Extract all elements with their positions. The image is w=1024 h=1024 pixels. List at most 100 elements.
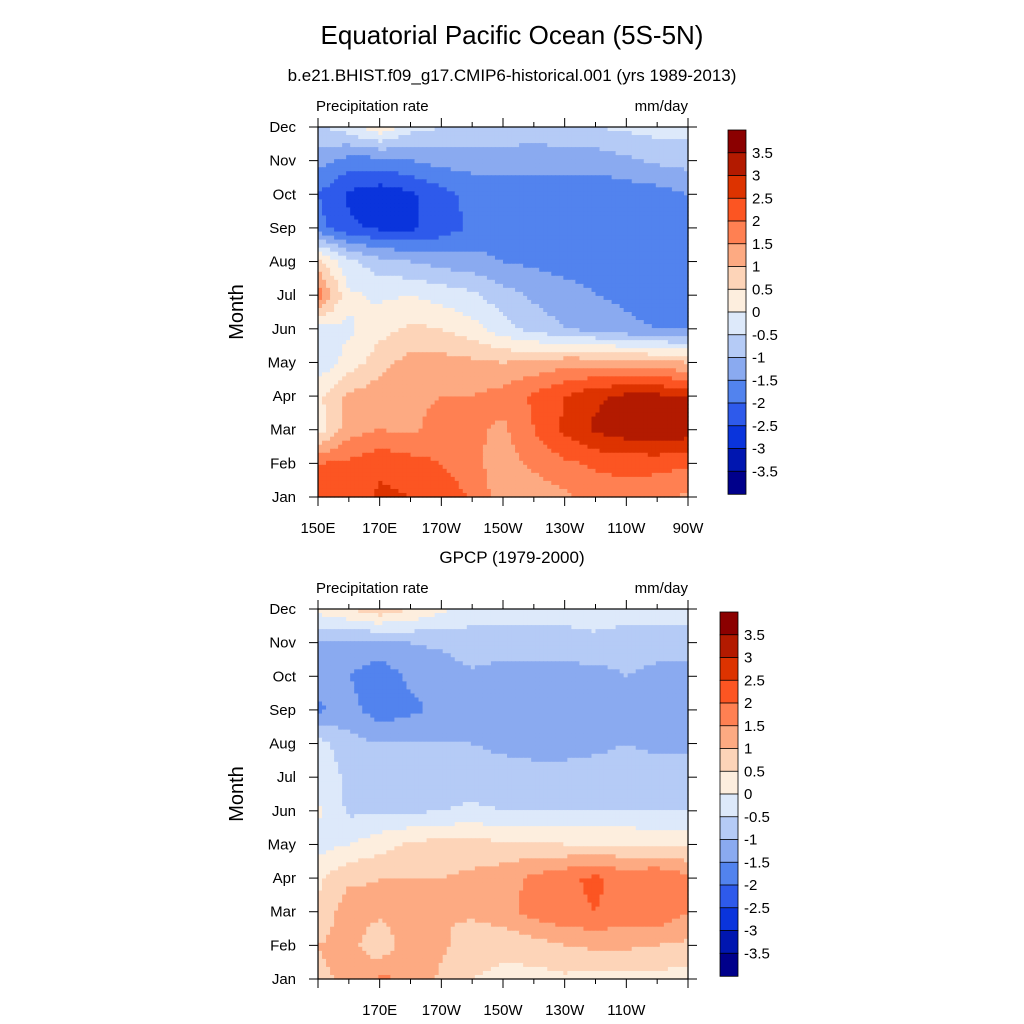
contour-cell xyxy=(503,199,508,205)
contour-cell xyxy=(643,291,649,297)
contour-cell xyxy=(426,167,432,172)
contour-cell xyxy=(366,127,371,132)
contour-cell xyxy=(563,279,568,285)
contour-cell xyxy=(571,263,576,269)
contour-cell xyxy=(631,199,637,205)
contour-cell xyxy=(402,219,408,225)
contour-cell xyxy=(422,324,428,329)
contour-cell xyxy=(651,336,657,341)
contour-cell xyxy=(494,163,500,168)
contour-cell xyxy=(571,143,576,148)
contour-cell xyxy=(559,195,564,200)
contour-cell xyxy=(342,155,347,160)
contour-cell xyxy=(486,139,492,144)
contour-cell xyxy=(402,320,408,325)
contour-cell xyxy=(575,320,581,325)
contour-cell xyxy=(478,179,484,184)
contour-cell xyxy=(390,143,396,148)
contour-cell xyxy=(482,167,488,172)
contour-cell xyxy=(679,287,685,293)
contour-cell xyxy=(579,227,585,233)
contour-cell xyxy=(543,263,548,269)
contour-cell xyxy=(579,312,585,317)
contour-cell xyxy=(579,167,585,172)
contour-cell xyxy=(414,207,420,213)
contour-cell xyxy=(490,219,496,225)
contour-cell xyxy=(326,139,331,144)
contour-cell xyxy=(438,328,444,333)
contour-cell xyxy=(627,291,633,297)
contour-cell xyxy=(643,307,649,313)
contour-cell xyxy=(607,195,613,200)
contour-cell xyxy=(523,127,528,132)
contour-cell xyxy=(466,171,472,176)
contour-cell xyxy=(639,247,645,253)
contour-cell xyxy=(350,316,355,321)
contour-cell xyxy=(527,259,532,265)
contour-cell xyxy=(595,332,601,337)
contour-cell xyxy=(378,187,383,192)
contour-cell xyxy=(551,275,556,281)
contour-cell xyxy=(539,267,544,273)
contour-cell xyxy=(430,259,436,265)
contour-cell xyxy=(478,175,484,180)
contour-cell xyxy=(474,183,480,188)
contour-cell xyxy=(398,336,404,341)
contour-cell xyxy=(390,187,396,192)
contour-cell xyxy=(386,231,391,237)
contour-cell xyxy=(386,295,391,301)
contour-cell xyxy=(683,239,689,245)
contour-cell xyxy=(539,199,544,205)
contour-cell xyxy=(567,199,572,205)
contour-cell xyxy=(482,267,488,273)
contour-cell xyxy=(683,211,689,217)
contour-cell xyxy=(571,239,576,245)
contour-cell xyxy=(390,320,396,325)
contour-cell xyxy=(535,247,540,253)
contour-cell xyxy=(390,307,396,313)
contour-cell xyxy=(591,231,597,237)
contour-cell xyxy=(571,287,576,293)
contour-cell xyxy=(643,175,649,180)
contour-cell xyxy=(567,203,572,209)
contour-cell xyxy=(398,243,404,249)
contour-cell xyxy=(358,159,363,164)
contour-cell xyxy=(486,127,492,132)
contour-cell xyxy=(362,267,367,273)
contour-cell xyxy=(615,267,621,273)
contour-cell xyxy=(595,259,601,265)
contour-cell xyxy=(378,215,383,221)
contour-cell xyxy=(543,247,548,253)
contour-cell xyxy=(503,147,508,152)
contour-cell xyxy=(511,251,516,257)
contour-cell xyxy=(539,163,544,168)
contour-cell xyxy=(354,303,359,309)
contour-cell xyxy=(575,332,581,337)
contour-cell xyxy=(675,239,681,245)
contour-cell xyxy=(559,247,564,253)
contour-cell xyxy=(679,171,685,176)
contour-cell xyxy=(342,203,347,209)
contour-cell xyxy=(322,163,327,168)
contour-cell xyxy=(507,219,512,225)
contour-cell xyxy=(438,155,444,160)
contour-cell xyxy=(547,207,552,213)
contour-cell xyxy=(511,295,516,301)
contour-cell xyxy=(338,340,343,345)
contour-cell xyxy=(527,336,532,341)
contour-cell xyxy=(531,143,536,148)
contour-cell xyxy=(599,143,605,148)
contour-cell xyxy=(603,187,609,192)
contour-cell xyxy=(515,336,520,341)
contour-cell xyxy=(551,207,556,213)
contour-cell xyxy=(470,275,476,281)
contour-cell xyxy=(342,287,347,293)
contour-cell xyxy=(563,139,568,144)
contour-cell xyxy=(607,328,613,333)
contour-cell xyxy=(675,215,681,221)
contour-cell xyxy=(418,336,424,341)
contour-cell xyxy=(575,187,581,192)
contour-cell xyxy=(446,231,452,237)
contour-cell xyxy=(422,263,428,269)
contour-cell xyxy=(418,183,424,188)
